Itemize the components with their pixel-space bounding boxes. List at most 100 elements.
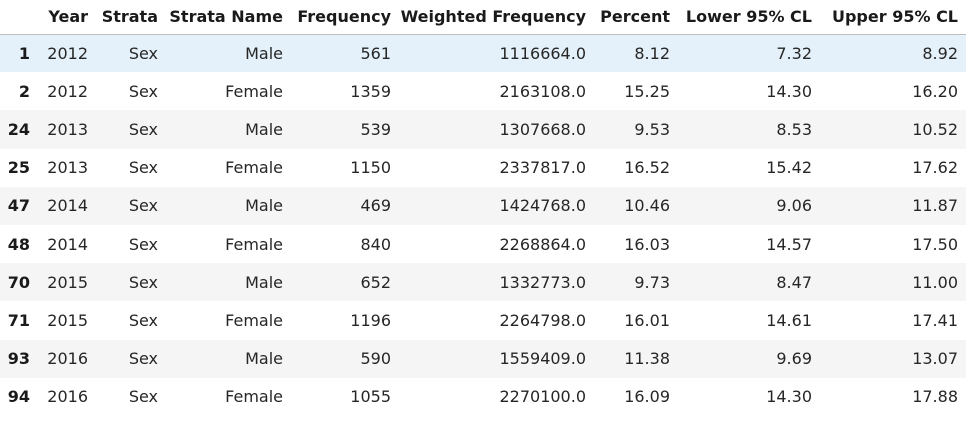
cell-year: 2016 <box>47 387 88 407</box>
table-header: Year Strata Strata Name Frequency Weight… <box>0 0 966 34</box>
table-row[interactable]: 48 2014 Sex Female 840 2268864.0 16.03 14.57 17.… <box>0 224 966 264</box>
cell-frequency: 469 <box>360 196 391 216</box>
cell-lower-cl: 7.32 <box>776 43 812 63</box>
cell-lower-cl: 8.47 <box>776 272 812 292</box>
cell-year: 2013 <box>47 158 88 178</box>
row-index: 25 <box>7 158 30 178</box>
cell-frequency: 652 <box>360 272 391 292</box>
cell-strata: Sex <box>128 272 158 292</box>
cell-upper-cl: 17.50 <box>912 234 958 254</box>
cell-upper-cl: 10.52 <box>912 119 958 139</box>
column-header-strata: Strata <box>101 7 158 27</box>
cell-lower-cl: 14.57 <box>766 234 812 254</box>
cell-strata-name: Male <box>245 43 283 63</box>
cell-frequency: 539 <box>360 119 391 139</box>
cell-strata-name: Male <box>245 119 283 139</box>
cell-upper-cl: 17.88 <box>912 387 958 407</box>
cell-percent: 9.53 <box>634 119 670 139</box>
table-row[interactable]: 70 2015 Sex Male 652 1332773.0 9.73 8.47 11.00 <box>0 263 966 302</box>
table-row[interactable]: 71 2015 Sex Female 1196 2264798.0 16.01 14.61 17… <box>0 301 966 340</box>
column-header-percent: Percent <box>600 7 670 27</box>
cell-percent: 9.73 <box>634 272 670 292</box>
cell-percent: 11.38 <box>624 349 670 369</box>
table-row[interactable]: 93 2016 Sex Male 590 1559409.0 11.38 9.69 13.07 <box>0 339 966 378</box>
cell-upper-cl: 13.07 <box>912 349 958 369</box>
table-row[interactable]: 2 2012 Sex Female 1359 2163108.0 15.25 14.30 16.… <box>0 72 966 111</box>
cell-percent: 8.12 <box>634 43 670 63</box>
cell-year: 2015 <box>47 272 88 292</box>
cell-strata: Sex <box>128 387 158 407</box>
cell-strata-name: Male <box>245 196 283 216</box>
cell-percent: 15.25 <box>624 81 670 101</box>
row-index: 94 <box>7 387 30 407</box>
row-index: 71 <box>7 310 30 330</box>
row-index: 2 <box>18 81 30 101</box>
cell-lower-cl: 14.30 <box>766 387 812 407</box>
table-row[interactable]: 25 2013 Sex Female 1150 2337817.0 16.52 15.42 17… <box>0 148 966 187</box>
cell-lower-cl: 14.30 <box>766 81 812 101</box>
row-index: 1 <box>18 43 30 63</box>
cell-year: 2012 <box>47 81 88 101</box>
cell-upper-cl: 17.41 <box>912 310 958 330</box>
cell-lower-cl: 9.06 <box>776 196 812 216</box>
cell-weighted-frequency: 1116664.0 <box>499 43 586 63</box>
cell-strata-name: Female <box>225 158 283 178</box>
cell-strata: Sex <box>128 310 158 330</box>
cell-upper-cl: 17.62 <box>912 158 958 178</box>
cell-strata-name: Female <box>225 234 283 254</box>
table-row[interactable]: 94 2016 Sex Female 1055 2270100.0 16.09 14.30 17… <box>0 377 966 416</box>
cell-upper-cl: 8.92 <box>922 43 958 63</box>
cell-year: 2016 <box>47 349 88 369</box>
cell-percent: 16.01 <box>624 310 670 330</box>
cell-percent: 16.03 <box>624 234 670 254</box>
cell-lower-cl: 14.61 <box>766 310 812 330</box>
cell-weighted-frequency: 2264798.0 <box>499 310 586 330</box>
table-row[interactable]: 24 2013 Sex Male 539 1307668.0 9.53 8.53 10.52 <box>0 110 966 149</box>
cell-strata: Sex <box>128 81 158 101</box>
cell-upper-cl: 11.87 <box>912 196 958 216</box>
cell-upper-cl: 11.00 <box>912 272 958 292</box>
row-index: 70 <box>7 272 30 292</box>
cell-weighted-frequency: 2270100.0 <box>499 387 586 407</box>
cell-strata: Sex <box>128 196 158 216</box>
cell-frequency: 1359 <box>350 81 391 101</box>
row-index: 48 <box>7 234 30 254</box>
header-row: Year Strata Strata Name Frequency Weight… <box>0 0 966 34</box>
table-row[interactable]: 47 2014 Sex Male 469 1424768.0 10.46 9.06 11.87 <box>0 186 966 225</box>
cell-strata-name: Male <box>245 272 283 292</box>
cell-frequency: 1055 <box>350 387 391 407</box>
cell-weighted-frequency: 1307668.0 <box>499 119 586 139</box>
cell-strata-name: Female <box>225 387 283 407</box>
cell-frequency: 1196 <box>350 310 391 330</box>
cell-year: 2015 <box>47 310 88 330</box>
row-index: 93 <box>7 349 30 369</box>
column-header-strata-name: Strata Name <box>169 7 283 27</box>
cell-frequency: 1150 <box>350 158 391 178</box>
cell-lower-cl: 8.53 <box>776 119 812 139</box>
cell-strata: Sex <box>128 43 158 63</box>
table-row[interactable]: 1 2012 Sex Male 561 1116664.0 8.12 7.32 8.92 <box>0 34 966 73</box>
column-header-lower-cl: Lower 95% CL <box>685 7 812 27</box>
row-index: 24 <box>7 119 30 139</box>
table-body: 1 2012 Sex Male 561 1116664.0 8.12 7.32 8.92 2 201… <box>0 34 966 416</box>
cell-weighted-frequency: 1332773.0 <box>499 272 586 292</box>
cell-strata-name: Female <box>225 310 283 330</box>
cell-frequency: 590 <box>360 349 391 369</box>
cell-year: 2013 <box>47 119 88 139</box>
cell-percent: 10.46 <box>624 196 670 216</box>
cell-year: 2012 <box>47 43 88 63</box>
cell-frequency: 840 <box>360 234 391 254</box>
cell-lower-cl: 15.42 <box>766 158 812 178</box>
cell-weighted-frequency: 1424768.0 <box>499 196 586 216</box>
cell-lower-cl: 9.69 <box>776 349 812 369</box>
column-header-year: Year <box>48 7 88 27</box>
cell-percent: 16.52 <box>624 158 670 178</box>
cell-strata: Sex <box>128 158 158 178</box>
column-header-upper-cl: Upper 95% CL <box>831 7 958 27</box>
cell-year: 2014 <box>47 234 88 254</box>
cell-weighted-frequency: 2268864.0 <box>499 234 586 254</box>
cell-weighted-frequency: 2163108.0 <box>499 81 586 101</box>
row-index: 47 <box>7 196 30 216</box>
cell-percent: 16.09 <box>624 387 670 407</box>
